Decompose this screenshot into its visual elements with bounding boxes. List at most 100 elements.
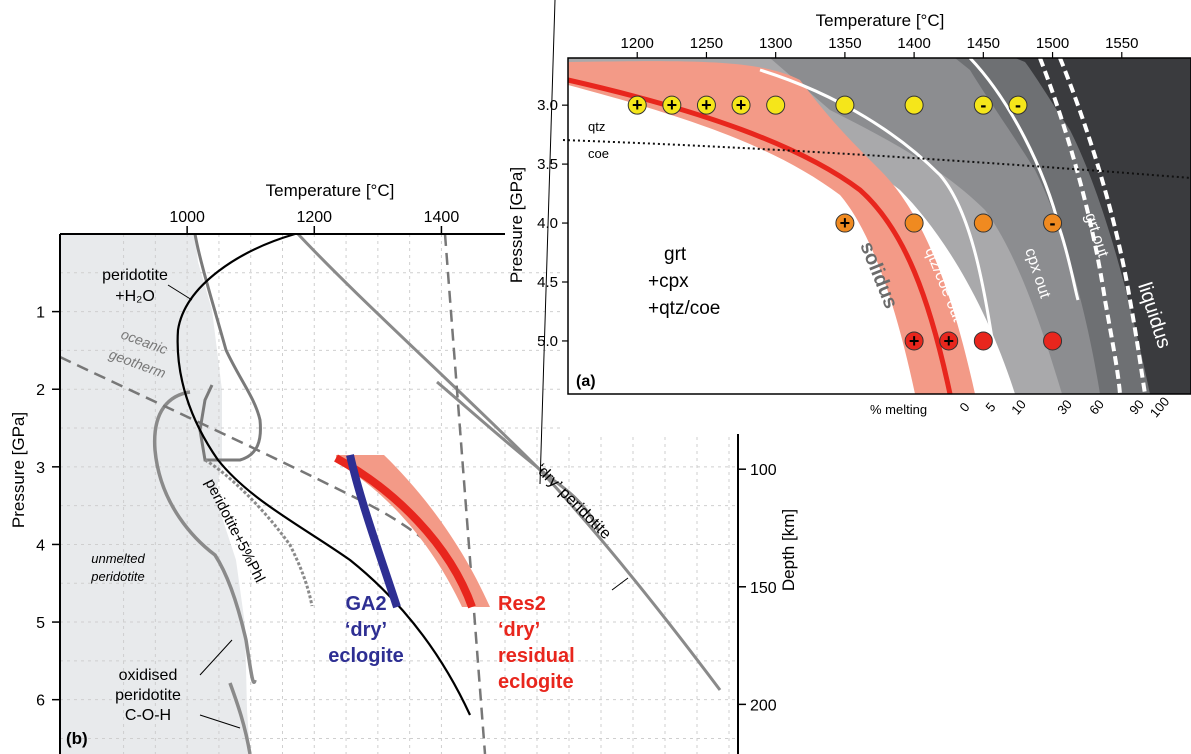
panel-b-xtick-label: 1400: [424, 209, 460, 226]
field-label-grt: grt: [664, 244, 687, 265]
experiment-point: [973, 213, 993, 233]
experiment-point-mark: +: [736, 95, 747, 115]
ga2-solidus-curve: [346, 454, 401, 609]
dry-peridotite-leader-1: [539, 0, 556, 485]
experiment-point: [939, 331, 959, 351]
res2-label-line4: eclogite: [498, 671, 574, 693]
panel-b-tag: (b): [66, 729, 88, 748]
experiment-points: + + + + - - + - + +: [627, 95, 1063, 351]
panel-b-ytick-label: 2: [36, 382, 45, 399]
qtz-label: qtz: [588, 119, 605, 134]
panel-a-ytick-label: 4.5: [537, 274, 558, 291]
panel-a: + + + + - -+ -+ + 1200 1250 1300 1350 1400 1450 1500 1…: [507, 11, 1191, 434]
oxidised-label-line3: C-O-H: [125, 707, 171, 724]
experiment-point: [904, 95, 924, 115]
panel-a-tag: (a): [576, 373, 596, 390]
panel-a-ytick-label: 3.5: [537, 156, 558, 173]
panel-a-xtick-label: 1400: [897, 35, 930, 52]
panel-a-ytick-label: 3.0: [537, 97, 558, 114]
panel-b-depth-label: Depth [km]: [779, 509, 798, 591]
experiment-point-mark: +: [632, 95, 643, 115]
panel-a-xtick-label: 1500: [1036, 35, 1069, 52]
res2-label-line2: ‘dry’: [498, 619, 540, 641]
panel-a-ticks: 1200 1250 1300 1350 1400 1450 1500 1550 3.0 3.5 4.…: [537, 35, 1138, 350]
peridotite-h2o-label-line2: +H₂O: [115, 288, 155, 305]
experiment-point: [766, 95, 786, 115]
experiment-point: [835, 213, 855, 233]
panel-b-xtick-label: 1000: [169, 209, 205, 226]
oxidised-leader-1: [199, 639, 233, 676]
panel-a-xtick-label: 1200: [621, 35, 654, 52]
experiment-point: [696, 95, 716, 115]
panel-a-ytick-label: 4.0: [537, 215, 558, 232]
oxidised-label-line1: oxidised: [119, 667, 178, 684]
unmelted-label-line2: peridotite: [90, 569, 144, 584]
panel-b-ticks: 1000 1200 1400 1 2 3 4 5 6 100 150 200: [36, 209, 777, 714]
oxidised-leader-2: [199, 714, 241, 729]
panel-b-ytick-label: 1: [36, 305, 45, 322]
grt-out-curve: [1038, 57, 1122, 395]
experiment-point-mark: -: [980, 95, 986, 115]
experiment-point: [973, 95, 993, 115]
dry-peridotite-leader-2: [611, 577, 629, 591]
experiment-point-mark: +: [909, 331, 920, 351]
experiment-point: [904, 213, 924, 233]
oxidised-lower-curve: [228, 682, 252, 754]
unmelted-label-line1: unmelted: [91, 551, 145, 566]
cpx-out-curve: [968, 56, 1080, 301]
experiment-point-mark: +: [840, 213, 851, 233]
panel-a-xtick-label: 1450: [967, 35, 1000, 52]
experiment-point: [904, 331, 924, 351]
experiment-point: [627, 95, 647, 115]
panel-a-xlabel: Temperature [°C]: [816, 11, 945, 30]
panel-b-ytick-label: 5: [36, 615, 45, 632]
ga2-label-line3: eclogite: [328, 645, 404, 667]
qtz-coe-out-curve: [759, 68, 1002, 395]
experiment-point: [731, 95, 751, 115]
res2-label-line3: residual: [498, 645, 575, 667]
qtz-coe-boundary: [562, 139, 1191, 179]
peridotite-phl-curve: [204, 458, 314, 607]
panel-b-ytick-label: 3: [36, 460, 45, 477]
panel-a-xtick-label: 1300: [759, 35, 792, 52]
adiabat-line: [443, 233, 487, 754]
peridotite-h2o-label-line1: peridotite: [102, 267, 168, 284]
experiment-point-mark: -: [1015, 95, 1021, 115]
panel-a-xtick-label: 1250: [690, 35, 723, 52]
experiment-point-mark: +: [943, 331, 954, 351]
field-liquidus: [1015, 58, 1191, 394]
panel-b-ylabel: Pressure [GPa]: [9, 412, 28, 528]
depth-tick-label: 200: [750, 697, 777, 714]
experiment-point: [1043, 213, 1063, 233]
panel-b-xlabel: Temperature [°C]: [266, 181, 395, 200]
res2-label-line1: Res2: [498, 593, 546, 615]
peridotite-h2o-leader: [167, 284, 193, 301]
experiment-point-mark: +: [701, 95, 712, 115]
experiment-point: [662, 95, 682, 115]
depth-tick-label: 150: [750, 580, 777, 597]
panel-a-ylabel: Pressure [GPa]: [507, 167, 526, 283]
oxidised-label-line2: peridotite: [115, 687, 181, 704]
melting-scale-label: % melting: [870, 402, 927, 417]
ga2-label-line1: GA2: [345, 593, 386, 615]
panel-b-ytick-label: 6: [36, 693, 45, 710]
panel-a-ytick-label: 5.0: [537, 333, 558, 350]
depth-tick-label: 100: [750, 462, 777, 479]
experiment-point-mark: +: [667, 95, 678, 115]
panel-a-xtick-label: 1350: [828, 35, 861, 52]
ga2-label-line2: ‘dry’: [345, 619, 387, 641]
field-label-qtz-coe: +qtz/coe: [648, 298, 720, 319]
panel-b-xtick-label: 1200: [296, 209, 332, 226]
panel-a-xtick-label: 1550: [1105, 35, 1138, 52]
panel-b-ytick-label: 4: [36, 537, 45, 554]
coe-label: coe: [588, 146, 609, 161]
experiment-point-mark: -: [1050, 213, 1056, 233]
experiment-point: [835, 95, 855, 115]
oxidised-peridotite-curve: [152, 390, 257, 684]
panel-a-frame: [567, 57, 1191, 395]
field-label-cpx: +cpx: [648, 271, 689, 292]
peridotite-h2o-solidus-black-curve: [176, 232, 471, 716]
dry-peridotite-curve-2: [436, 380, 600, 531]
experiment-point: [1008, 95, 1028, 115]
